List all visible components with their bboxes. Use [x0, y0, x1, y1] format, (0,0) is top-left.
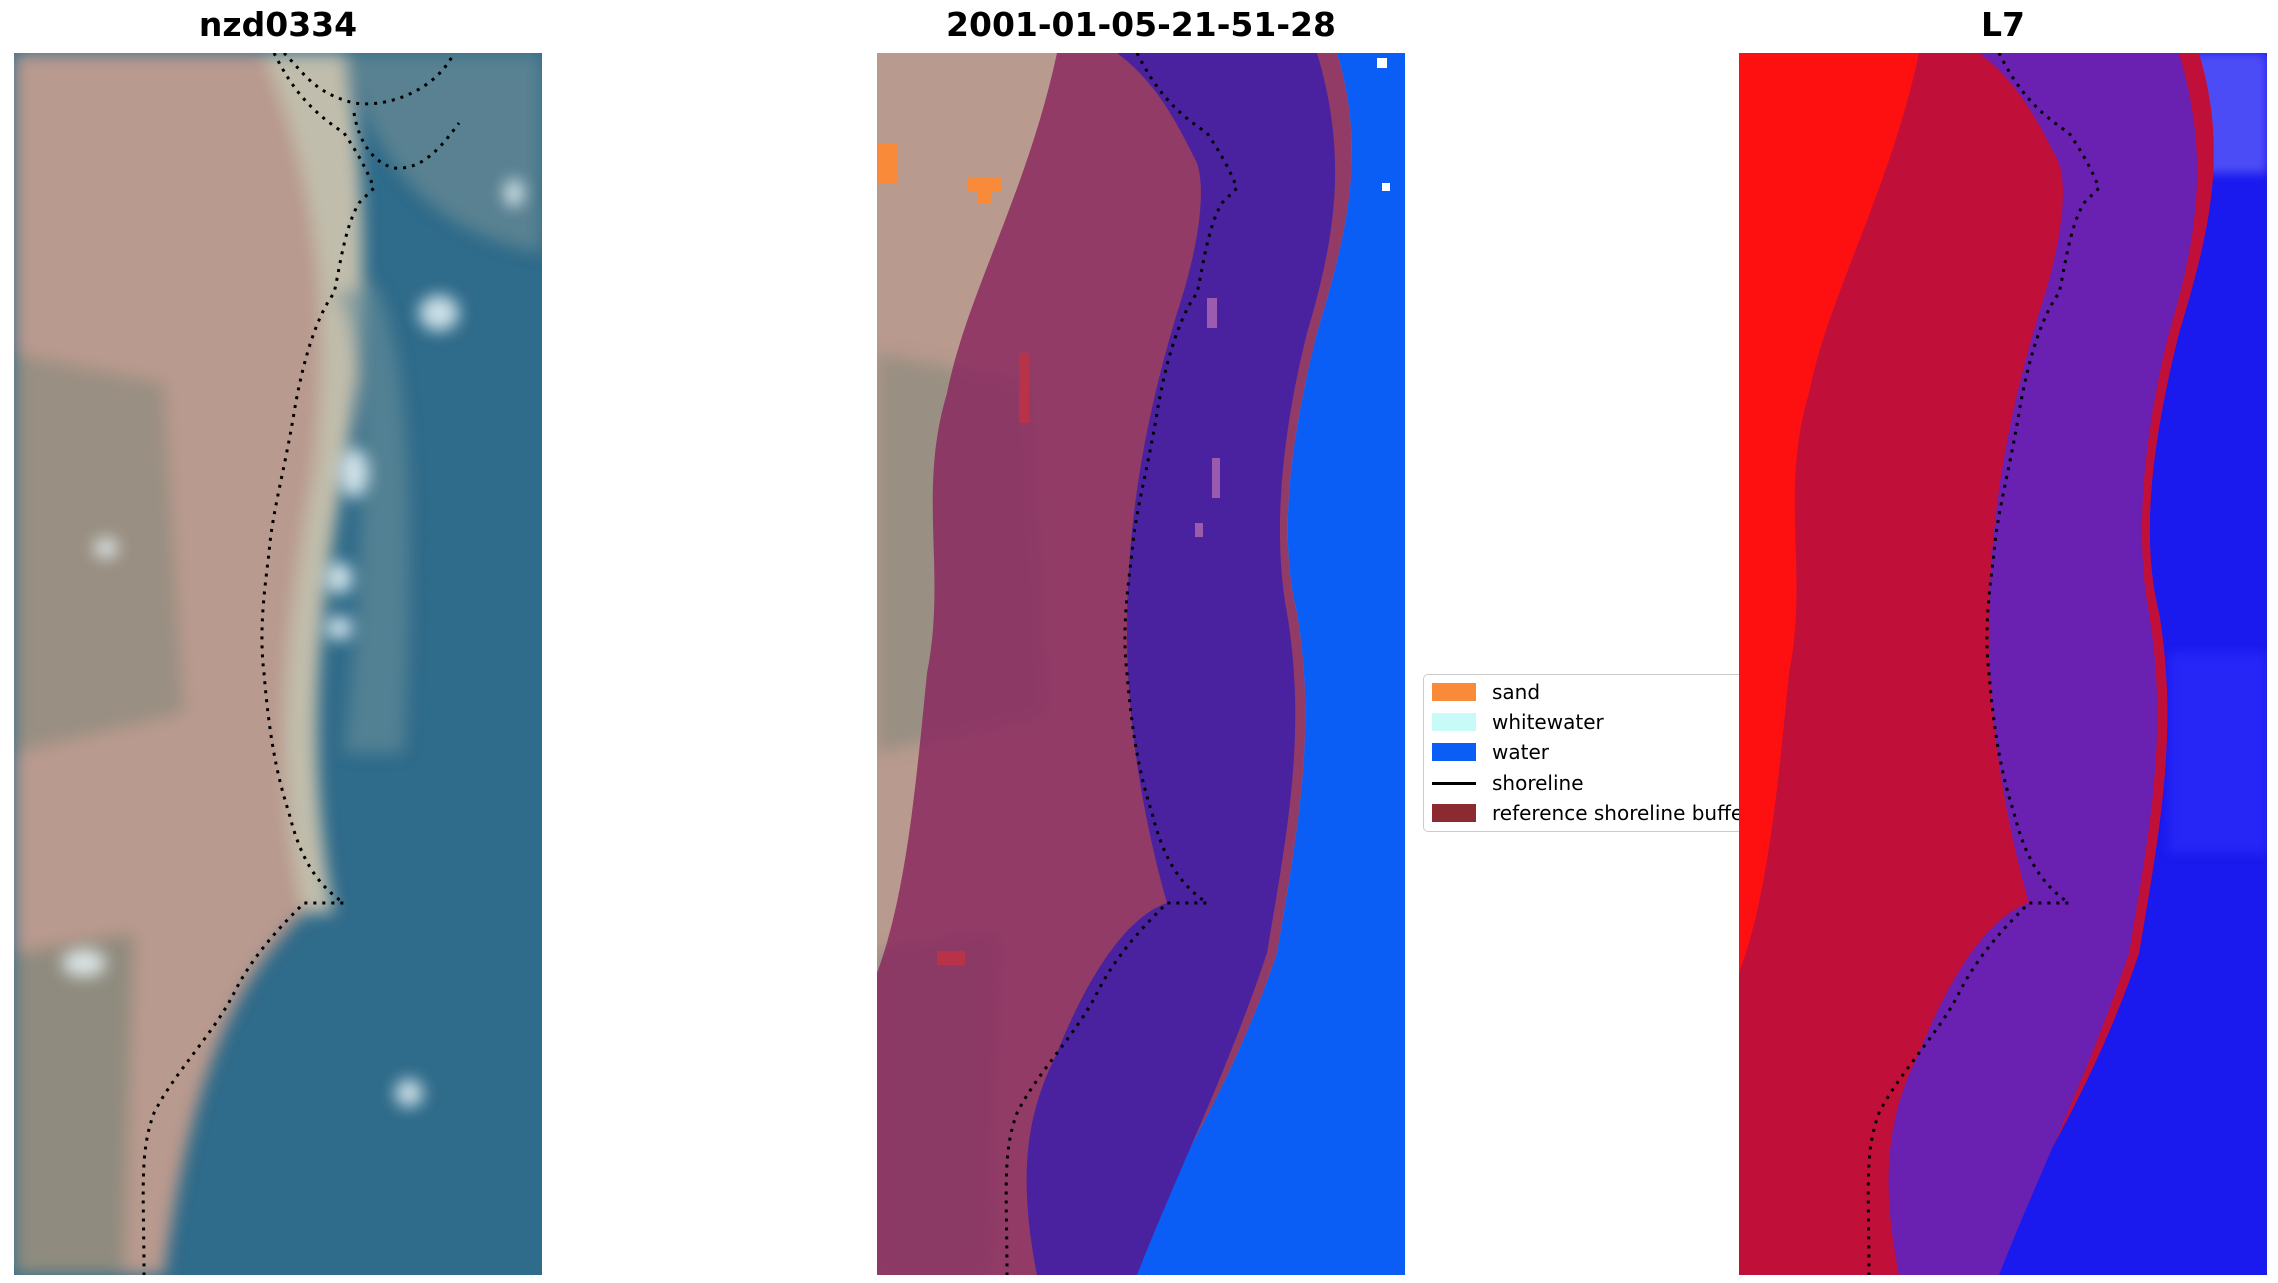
panel-title-index: L7: [1981, 5, 2025, 44]
water-class-region: [1117, 53, 1405, 1275]
sand-swatch: [1432, 683, 1476, 701]
legend-item-whitewater: whitewater: [1432, 709, 1604, 735]
l7-index-panel: [1739, 53, 2267, 1275]
legend-item-water: water: [1432, 739, 1549, 765]
legend-item-sand: sand: [1432, 679, 1540, 705]
legend-item-reference-buffer: reference shoreline buffer: [1432, 800, 1751, 826]
legend-label-reference-buffer: reference shoreline buffer: [1492, 801, 1752, 825]
whitewater-swatch: [1432, 713, 1476, 731]
legend-item-shoreline: shoreline: [1432, 770, 1584, 796]
reference-buffer-swatch: [1432, 804, 1476, 822]
legend: sand whitewater water shoreline referenc…: [1423, 674, 1753, 832]
panel-title-classification: 2001-01-05-21-51-28: [946, 5, 1336, 44]
shoreline-swatch: [1432, 781, 1476, 785]
sand-pixels: [877, 143, 1002, 204]
legend-label-shoreline: shoreline: [1492, 771, 1584, 795]
panel-title-rgb: nzd0334: [198, 5, 358, 44]
legend-label-whitewater: whitewater: [1492, 710, 1604, 734]
shoreline-path: [141, 53, 376, 1275]
water-swatch: [1432, 743, 1476, 761]
legend-label-sand: sand: [1492, 680, 1541, 704]
legend-label-water: water: [1492, 740, 1549, 764]
classification-panel: [877, 53, 1405, 1275]
rgb-image-panel: [14, 53, 542, 1275]
